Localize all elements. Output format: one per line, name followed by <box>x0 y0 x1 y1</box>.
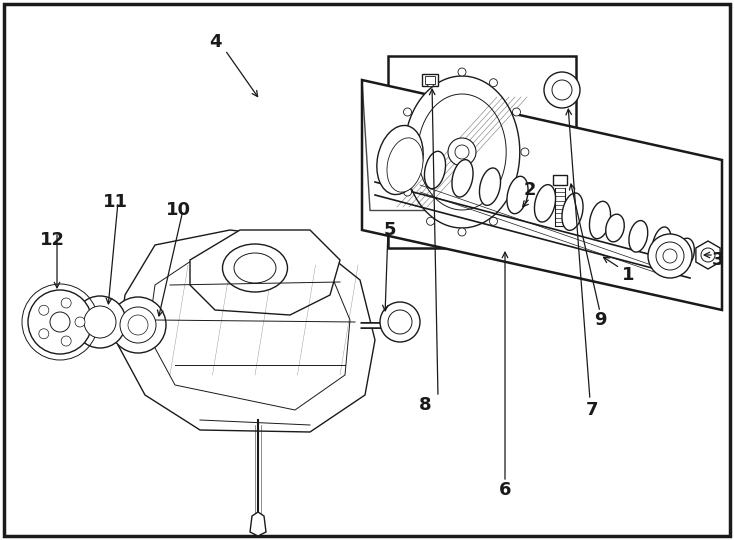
Circle shape <box>426 79 435 87</box>
Ellipse shape <box>676 238 694 268</box>
Circle shape <box>404 108 412 116</box>
Text: 9: 9 <box>594 311 606 329</box>
Circle shape <box>61 298 71 308</box>
Circle shape <box>120 307 156 343</box>
Ellipse shape <box>234 253 276 283</box>
Circle shape <box>39 329 49 339</box>
Circle shape <box>39 305 49 315</box>
Circle shape <box>61 336 71 346</box>
Ellipse shape <box>377 125 424 194</box>
Circle shape <box>490 217 498 225</box>
Circle shape <box>701 248 715 262</box>
Circle shape <box>380 302 420 342</box>
Ellipse shape <box>606 214 625 242</box>
Ellipse shape <box>589 201 611 239</box>
Polygon shape <box>250 512 266 536</box>
Polygon shape <box>190 230 340 315</box>
Bar <box>388 56 576 248</box>
Ellipse shape <box>387 138 423 192</box>
Circle shape <box>404 188 412 196</box>
Circle shape <box>458 68 466 76</box>
Circle shape <box>512 188 520 196</box>
Circle shape <box>455 145 469 159</box>
Circle shape <box>110 297 166 353</box>
Text: 12: 12 <box>40 231 65 249</box>
Circle shape <box>490 79 498 87</box>
Ellipse shape <box>534 185 556 222</box>
Circle shape <box>74 296 126 348</box>
Polygon shape <box>404 76 520 228</box>
Circle shape <box>192 335 218 361</box>
Circle shape <box>183 326 227 370</box>
Ellipse shape <box>479 168 501 205</box>
Ellipse shape <box>424 151 446 188</box>
Polygon shape <box>148 250 350 410</box>
Polygon shape <box>118 230 375 432</box>
Circle shape <box>426 217 435 225</box>
Ellipse shape <box>652 227 671 262</box>
Circle shape <box>75 317 85 327</box>
Circle shape <box>663 249 677 263</box>
Polygon shape <box>418 94 506 210</box>
Circle shape <box>448 138 476 166</box>
Bar <box>425 76 435 84</box>
Text: 2: 2 <box>524 181 537 199</box>
Circle shape <box>552 80 572 100</box>
Circle shape <box>50 312 70 332</box>
Text: 10: 10 <box>165 201 191 219</box>
Ellipse shape <box>222 244 288 292</box>
Circle shape <box>128 315 148 335</box>
Text: 4: 4 <box>208 33 221 51</box>
Polygon shape <box>696 241 720 269</box>
Circle shape <box>648 234 692 278</box>
Text: 5: 5 <box>384 221 396 239</box>
Ellipse shape <box>629 220 647 252</box>
Ellipse shape <box>507 176 528 214</box>
Text: 6: 6 <box>498 481 512 499</box>
Circle shape <box>544 72 580 108</box>
Circle shape <box>512 108 520 116</box>
Circle shape <box>521 148 529 156</box>
Text: 8: 8 <box>418 396 432 414</box>
Circle shape <box>458 228 466 236</box>
Ellipse shape <box>452 160 473 197</box>
Text: 7: 7 <box>586 401 598 419</box>
Bar <box>553 175 567 185</box>
Circle shape <box>388 310 412 334</box>
Text: 3: 3 <box>712 251 724 269</box>
Circle shape <box>28 290 92 354</box>
Ellipse shape <box>562 193 583 231</box>
Bar <box>422 74 438 86</box>
Text: 1: 1 <box>622 266 634 284</box>
Circle shape <box>656 242 684 270</box>
Circle shape <box>84 306 116 338</box>
Polygon shape <box>362 80 722 310</box>
Circle shape <box>395 148 403 156</box>
Text: 11: 11 <box>103 193 128 211</box>
